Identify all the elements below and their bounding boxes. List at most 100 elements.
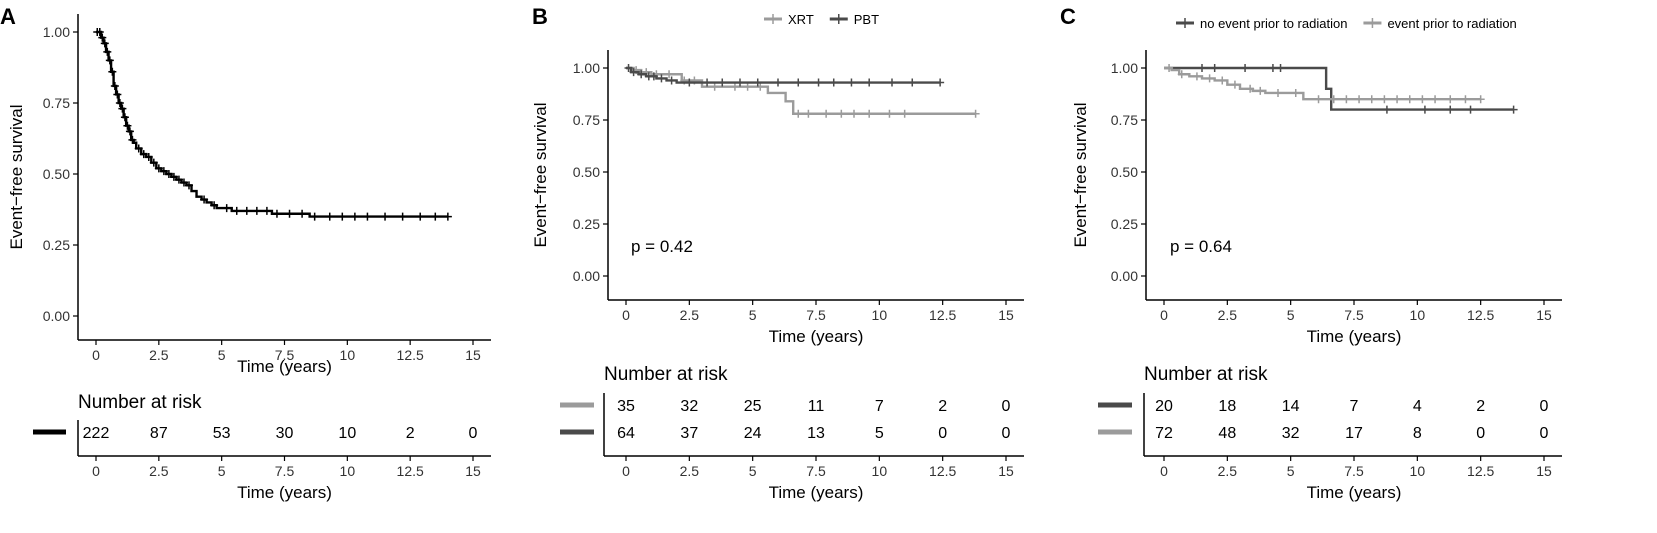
censor-mark	[113, 90, 122, 99]
censor-mark	[232, 206, 241, 215]
risk-table-tick-label: 12.5	[397, 463, 424, 479]
censor-mark	[710, 82, 719, 91]
series-xrt	[626, 66, 980, 118]
panel-label: B	[532, 4, 548, 29]
censor-mark	[1177, 70, 1186, 79]
censor-mark	[1291, 88, 1300, 97]
risk-count: 7	[875, 398, 884, 415]
censor-mark	[350, 212, 359, 221]
censor-mark	[363, 212, 372, 221]
censor-mark	[888, 78, 896, 87]
risk-count: 18	[1218, 398, 1236, 415]
censor-mark	[865, 109, 874, 118]
risk-count: 11	[808, 398, 825, 415]
legend-label: PBT	[854, 12, 879, 27]
censor-mark	[1314, 95, 1323, 104]
censor-mark	[252, 206, 261, 215]
x-axis-title: Time (years)	[769, 327, 864, 346]
panel-label: A	[0, 4, 16, 29]
censor-mark	[118, 104, 127, 113]
x-axis-title: Time (years)	[237, 357, 332, 376]
censor-mark	[804, 109, 813, 118]
censor-mark	[753, 78, 762, 87]
censor-mark	[149, 158, 158, 167]
risk-count: 5	[875, 425, 884, 442]
censor-mark	[667, 76, 676, 85]
censor-mark	[125, 127, 134, 136]
x-tick-label: 0	[622, 307, 630, 323]
censor-mark	[665, 70, 674, 79]
series-all-patients	[93, 28, 452, 221]
censor-mark	[144, 152, 153, 161]
x-tick-label: 7.5	[275, 347, 295, 363]
risk-count: 4	[1413, 398, 1422, 415]
y-tick-label: 0.25	[573, 216, 600, 232]
x-tick-label: 5	[749, 307, 757, 323]
y-tick-label: 1.00	[43, 24, 70, 40]
censor-mark	[794, 109, 803, 118]
risk-count: 25	[744, 398, 762, 415]
risk-table-tick-label: 0	[92, 463, 100, 479]
y-axis-title: Event−free survival	[1071, 102, 1090, 247]
censor-mark	[885, 109, 894, 118]
censor-mark	[847, 78, 856, 87]
censor-mark	[381, 212, 390, 221]
censor-mark	[1476, 95, 1485, 104]
risk-table-tick-label: 12.5	[929, 463, 956, 479]
censor-mark	[310, 212, 319, 221]
risk-table-tick-label: 15	[998, 463, 1014, 479]
x-tick-label: 15	[998, 307, 1014, 323]
risk-table-x-title: Time (years)	[1307, 483, 1402, 502]
censor-mark	[262, 206, 271, 215]
x-tick-label: 15	[465, 347, 481, 363]
censor-mark	[179, 178, 188, 187]
legend-label: XRT	[788, 12, 814, 27]
risk-table: Number at risk 0 2.5 5 7.5 10 12.5 15 Time (year…	[1098, 364, 1562, 502]
risk-count: 222	[83, 425, 110, 442]
y-tick-label: 1.00	[1111, 60, 1138, 76]
risk-count: 0	[1002, 425, 1011, 442]
censor-mark	[210, 201, 219, 210]
censor-mark	[285, 209, 294, 218]
censor-mark	[123, 121, 132, 130]
risk-table-tick-label: 7.5	[275, 463, 295, 479]
censor-mark	[103, 47, 112, 56]
risk-table: Number at risk 0 2.5 5 7.5 10 12.5 15 Time (year…	[33, 392, 491, 502]
risk-table-tick-label: 15	[1536, 463, 1552, 479]
p-value: p = 0.42	[631, 237, 693, 256]
x-tick-label: 2.5	[1218, 307, 1238, 323]
risk-count: 64	[617, 425, 635, 442]
legend-label: no event prior to radiation	[1200, 16, 1347, 31]
censor-mark	[325, 212, 334, 221]
censor-mark	[1198, 64, 1206, 72]
censor-mark	[1461, 95, 1470, 104]
censor-mark	[837, 109, 846, 118]
censor-mark	[1276, 64, 1285, 72]
risk-table-tick-label: 10	[1410, 463, 1426, 479]
risk-count: 48	[1218, 425, 1236, 442]
risk-table-x-title: Time (years)	[237, 483, 332, 502]
censor-mark	[1420, 105, 1429, 114]
y-axis-title: Event−free survival	[531, 102, 550, 247]
risk-table-tick-label: 15	[465, 463, 481, 479]
y-tick-label: 0.25	[1111, 216, 1138, 232]
censor-mark	[1218, 76, 1227, 85]
risk-table-title: Number at risk	[78, 392, 202, 413]
x-tick-label: 12.5	[929, 307, 956, 323]
risk-count: 0	[938, 425, 947, 442]
p-value: p = 0.64	[1170, 237, 1232, 256]
survival-curve	[96, 30, 448, 218]
risk-table-tick-label: 10	[340, 463, 356, 479]
censor-mark	[222, 204, 231, 213]
censor-mark	[1355, 95, 1364, 104]
y-axis-title: Event−free survival	[7, 104, 26, 249]
x-tick-label: 15	[1536, 307, 1552, 323]
censor-mark	[1165, 64, 1174, 72]
survival-curve	[1164, 66, 1514, 111]
risk-count: 13	[807, 425, 825, 442]
x-tick-label: 2.5	[680, 307, 700, 323]
censor-mark	[756, 82, 765, 91]
censor-mark	[814, 78, 823, 87]
censor-mark	[1446, 105, 1455, 114]
survival-curve	[626, 66, 976, 115]
